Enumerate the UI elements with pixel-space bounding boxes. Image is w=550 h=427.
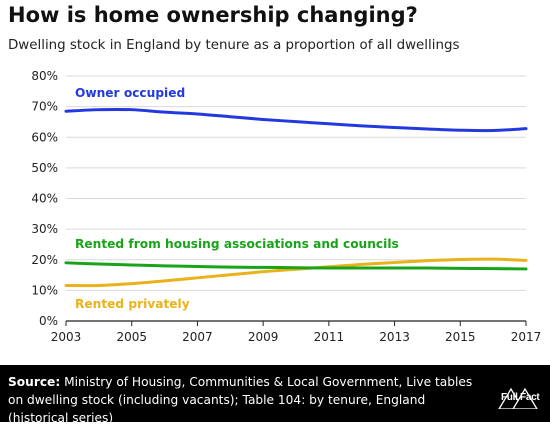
source-note: Source: Ministry of Housing, Communities… — [8, 373, 478, 427]
y-tick-label: 80% — [31, 69, 58, 83]
series-label-owner-occupied: Owner occupied — [75, 86, 185, 100]
y-tick-label: 70% — [31, 100, 58, 114]
x-tick-label: 2017 — [511, 330, 542, 344]
source-footer — [0, 365, 550, 422]
series-line-owner-occupied — [64, 107, 528, 133]
x-tick-label: 2005 — [116, 330, 147, 344]
y-tick-label: 0% — [39, 314, 58, 328]
line-chart: 0% 10% 20% 30% 40% 50% 60% 70% 80% 2003 2005 2007 20… — [31, 69, 542, 344]
y-tick-label: 60% — [31, 130, 58, 144]
y-tick-label: 30% — [31, 222, 58, 236]
chart-title: How is home ownership changing? — [8, 3, 418, 27]
series-line-rented-privately — [64, 257, 528, 288]
y-tick-label: 20% — [31, 253, 58, 267]
x-tick-label: 2011 — [314, 330, 345, 344]
y-tick-label: 10% — [31, 283, 58, 297]
source-label: Source: — [8, 375, 61, 389]
source-text: Ministry of Housing, Communities & Local… — [8, 375, 473, 425]
series-label-rented-from-housing-associations-and-councils: Rented from housing associations and cou… — [75, 237, 399, 251]
y-tick-label: 40% — [31, 192, 58, 206]
y-tick-label: 50% — [31, 161, 58, 175]
x-tick-label: 2007 — [182, 330, 213, 344]
x-tick-label: 2015 — [445, 330, 476, 344]
x-tick-label: 2013 — [379, 330, 410, 344]
series-label-rented-privately: Rented privately — [75, 297, 190, 311]
full-fact-logo: Full Fact — [497, 383, 543, 410]
chart-subtitle: Dwelling stock in England by tenure as a… — [8, 38, 460, 53]
full-fact-logo-text: Full Fact — [501, 392, 540, 403]
x-tick-label: 2009 — [248, 330, 279, 344]
x-tick-label: 2003 — [51, 330, 82, 344]
series-line-rented-from-housing-associations-and-councils — [64, 261, 528, 271]
